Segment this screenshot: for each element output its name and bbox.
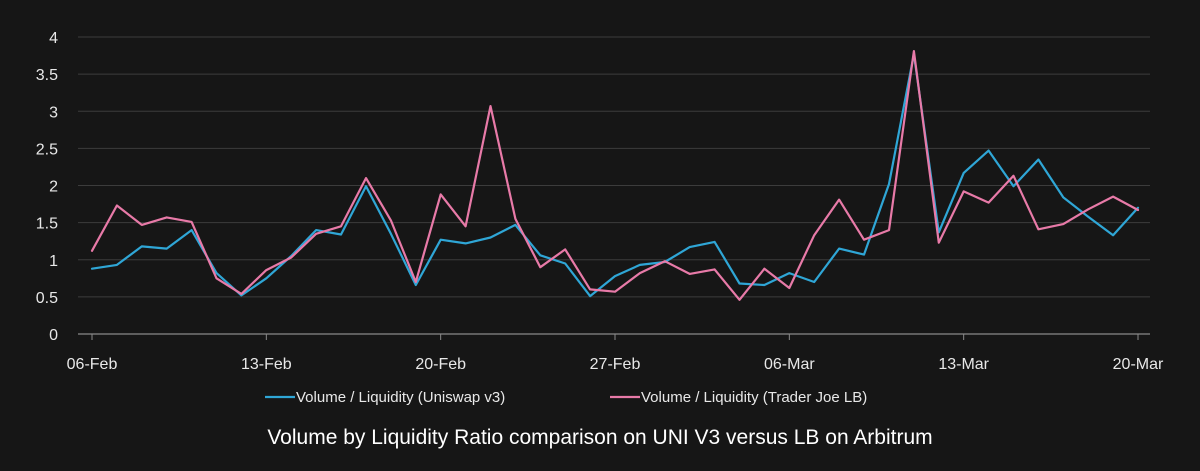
- x-tick-label: 13-Mar: [938, 356, 989, 373]
- x-tick-label: 06-Feb: [67, 356, 118, 373]
- y-tick-label: 1.5: [36, 216, 58, 233]
- x-tick-label: 13-Feb: [241, 356, 292, 373]
- x-tick-label: 20-Mar: [1113, 356, 1164, 373]
- chart-caption: Volume by Liquidity Ratio comparison on …: [267, 426, 933, 449]
- grid-lines: [78, 36, 1150, 298]
- y-tick-label: 0.5: [36, 290, 58, 307]
- legend: Volume / Liquidity (Uniswap v3) Volume / …: [265, 389, 867, 406]
- series-line-2: [90, 49, 1140, 301]
- x-tick-label: 27-Feb: [590, 356, 641, 373]
- y-tick-label: 1: [49, 253, 58, 270]
- legend-label-1: Volume / Liquidity (Uniswap v3): [296, 389, 505, 406]
- series-line-1: [90, 52, 1140, 298]
- series-lines: [90, 49, 1140, 301]
- x-axis: [78, 333, 1150, 340]
- legend-label-2: Volume / Liquidity (Trader Joe LB): [641, 389, 867, 406]
- y-axis-tick-labels: 0 0.5 1 1.5 2 2.5 3 3.5 4: [36, 30, 58, 344]
- y-tick-label: 4: [49, 30, 58, 47]
- y-tick-label: 0: [49, 327, 58, 344]
- x-tick-label: 20-Feb: [415, 356, 466, 373]
- y-tick-label: 2: [49, 179, 58, 196]
- y-tick-label: 3: [49, 104, 58, 121]
- y-tick-label: 2.5: [36, 141, 58, 158]
- x-axis-tick-labels: 06-Feb 13-Feb 20-Feb 27-Feb 06-Mar 13-Mar 20-M…: [67, 356, 1164, 373]
- y-tick-label: 3.5: [36, 67, 58, 84]
- x-tick-label: 06-Mar: [764, 356, 815, 373]
